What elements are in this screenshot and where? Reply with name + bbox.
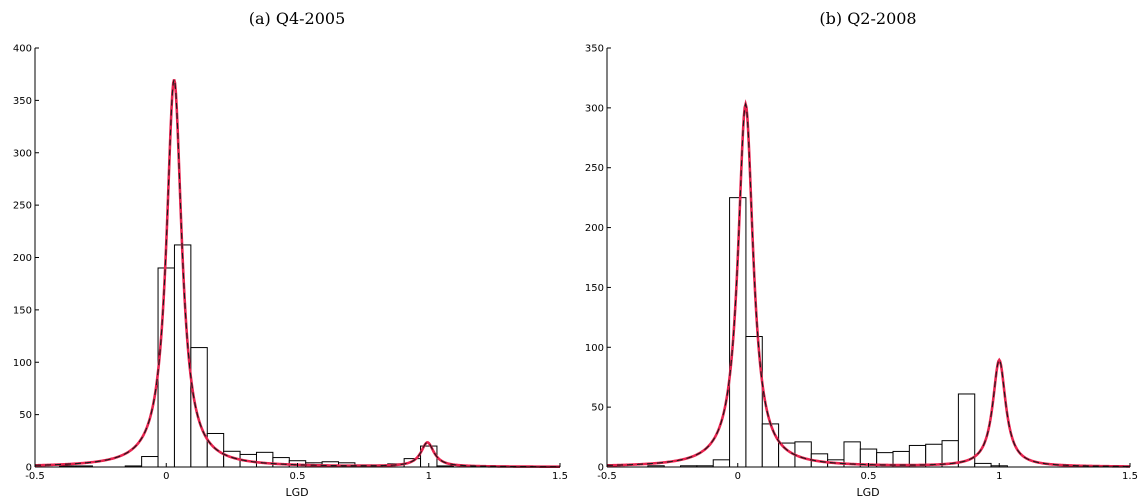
panel-q2-2008: (b) Q2-2008 LGD -0.5 0 0.5 1 1.5050100150200… — [585, 9, 1138, 499]
y-tick-label: 250 — [585, 163, 604, 174]
histogram-bar — [157, 267, 175, 468]
histogram-bar — [761, 423, 780, 468]
histogram-bar — [957, 393, 976, 468]
y-tick-label: 100 — [13, 358, 32, 369]
fitted-density-line — [606, 99, 1130, 468]
x-tick-label: 0.5 — [290, 471, 306, 482]
y-tick-label: 0 — [26, 463, 32, 474]
y-tick-label: 0 — [598, 463, 604, 474]
x-tick-label: 1.5 — [552, 471, 568, 482]
y-tick-label: 300 — [13, 148, 32, 159]
histogram-bar — [778, 442, 796, 468]
y-tick-label: 400 — [13, 44, 32, 55]
y-tick-label: 50 — [19, 410, 32, 421]
y-tick-label: 300 — [585, 103, 604, 114]
y-tick-label: 200 — [13, 253, 32, 264]
x-axis-label: LGD — [856, 486, 879, 499]
histogram-bar — [190, 347, 208, 468]
x-tick-label: 1.5 — [1122, 471, 1138, 482]
y-tick-label: 250 — [13, 201, 32, 212]
histogram-bar — [794, 441, 812, 468]
x-tick-label: 0 — [735, 471, 741, 482]
histogram-bar — [712, 459, 731, 468]
y-tick-label: 200 — [585, 223, 604, 234]
y-tick-label: 100 — [585, 343, 604, 354]
x-tick-label: 1 — [426, 471, 432, 482]
x-tick-label: 1 — [996, 471, 1002, 482]
x-tick-label: -0.5 — [25, 471, 45, 482]
y-tick-label: 150 — [585, 283, 604, 294]
x-axis-label: LGD — [285, 486, 308, 499]
histogram-bar — [974, 462, 992, 468]
chart-title: (a) Q4-2005 — [249, 9, 346, 28]
chart-title: (b) Q2-2008 — [819, 9, 916, 28]
x-tick-label: 0 — [163, 471, 169, 482]
fitted-density-line — [34, 79, 561, 468]
x-tick-label: -0.5 — [597, 471, 617, 482]
histogram-bar — [141, 456, 159, 468]
y-tick-label: 50 — [591, 403, 604, 414]
fitted-density-dashed-line — [606, 102, 1130, 467]
y-tick-label: 350 — [13, 96, 32, 107]
fitted-density-dashed-line — [34, 79, 561, 468]
panel-q4-2005: (a) Q4-2005 LGD -0.5 0 0.5 1 1.5050100150200… — [13, 9, 568, 499]
y-tick-label: 350 — [585, 44, 604, 55]
y-tick-label: 150 — [13, 305, 32, 316]
x-tick-label: 0.5 — [861, 471, 877, 482]
histogram-bar — [255, 451, 274, 468]
